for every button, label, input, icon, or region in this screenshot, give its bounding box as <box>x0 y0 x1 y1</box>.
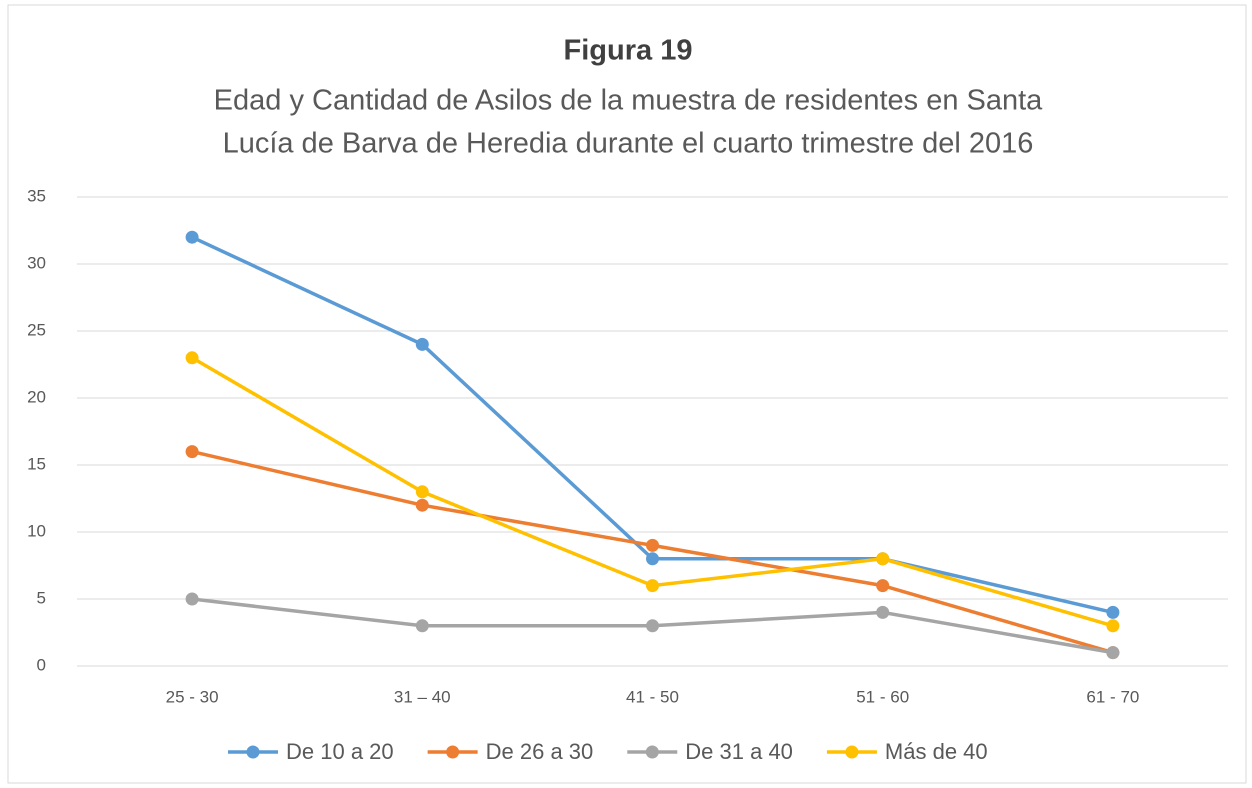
y-tick-label: 35 <box>27 186 46 205</box>
x-tick-label: 25 - 30 <box>166 687 219 706</box>
data-point <box>646 619 659 633</box>
data-point <box>1106 646 1120 660</box>
y-tick-label: 20 <box>27 387 46 406</box>
legend-label: Más de 40 <box>885 739 988 764</box>
y-tick-label: 10 <box>27 521 46 540</box>
data-point <box>185 230 199 244</box>
legend-marker <box>845 745 859 759</box>
legend-label: De 10 a 20 <box>286 739 394 764</box>
data-point <box>185 592 199 606</box>
data-point <box>415 619 429 633</box>
data-point <box>185 445 199 459</box>
chart-subtitle: Edad y Cantidad de Asilos de la muestra … <box>214 85 1044 117</box>
data-point <box>876 552 890 566</box>
x-tick-label: 51 - 60 <box>856 687 909 706</box>
legend-marker <box>446 745 460 759</box>
legend-marker <box>246 745 260 759</box>
legend-label: De 26 a 30 <box>486 739 594 764</box>
chart-frame <box>7 4 1247 784</box>
data-point <box>646 538 659 552</box>
data-point <box>646 579 659 593</box>
data-point <box>415 498 429 512</box>
chart-subtitle: Lucía de Barva de Heredia durante el cua… <box>223 128 1034 160</box>
data-point <box>185 351 199 365</box>
data-point <box>1106 605 1120 619</box>
y-tick-label: 15 <box>27 454 46 473</box>
x-tick-label: 31 – 40 <box>394 687 451 706</box>
data-point <box>876 605 890 619</box>
y-tick-label: 5 <box>37 588 46 607</box>
y-tick-label: 0 <box>37 655 46 674</box>
data-point <box>415 485 429 499</box>
data-point <box>646 552 659 566</box>
data-point <box>876 579 890 593</box>
y-tick-label: 30 <box>27 253 46 272</box>
x-tick-label: 61 - 70 <box>1086 687 1139 706</box>
data-point <box>415 337 429 351</box>
x-tick-label: 41 - 50 <box>626 687 679 706</box>
chart-title: Figura 19 <box>564 35 693 67</box>
data-point <box>1106 619 1120 633</box>
y-tick-label: 25 <box>27 320 46 339</box>
legend-label: De 31 a 40 <box>685 739 793 764</box>
legend-marker <box>645 745 659 759</box>
